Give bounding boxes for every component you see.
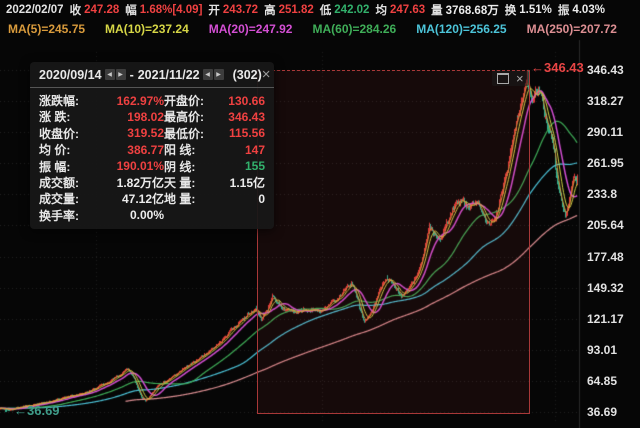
quote-open: 开 243.72: [208, 4, 259, 17]
ma-legend-bar: MA(5)=245.75 MA(10)=237.24 MA(20)=247.92…: [8, 22, 617, 36]
close-selection-icon[interactable]: ×: [516, 70, 524, 86]
y-axis-label: 177.48: [587, 249, 624, 264]
quote-change: 幅 1.68%[4.09]: [125, 4, 203, 17]
quote-amplitude: 振 4.03%: [557, 4, 605, 17]
start-date-stepper: ◀ ▶: [104, 69, 126, 80]
stats-row: 收盘价: 319.52 最低价: 115.56: [39, 126, 265, 141]
ma10-legend: MA(10)=237.24: [105, 22, 189, 36]
stats-row: 成交额: 1.82万亿 天 量: 1.15亿: [39, 175, 265, 190]
ma250-legend: MA(250)=207.72: [526, 22, 617, 36]
stats-row: 成交量: 47.12亿 地 量: 0: [39, 191, 265, 207]
end-date-stepper: ◀ ▶: [202, 69, 224, 80]
quote-avg: 均 247.63: [375, 4, 426, 17]
peak-price-annotation: ←346.43: [531, 60, 584, 75]
range-start-date: 2020/09/14: [39, 67, 102, 82]
y-axis-label: 290.11: [587, 125, 624, 140]
y-axis-label: 318.27: [587, 94, 624, 109]
restore-window-icon[interactable]: [497, 73, 509, 84]
start-date-next-button[interactable]: ▶: [115, 69, 126, 80]
stats-row: 振 幅: 190.01% 阴 线: 155: [39, 159, 265, 174]
y-axis-label: 261.95: [587, 156, 624, 171]
ma60-legend: MA(60)=284.26: [312, 22, 397, 36]
ma5-legend: MA(5)=245.75: [8, 22, 86, 36]
quote-turnover: 换 1.51%: [504, 4, 552, 17]
range-stats-rows: 涨跌幅: 162.97% 开盘价: 130.66 涨 跌: 198.02 最高价: 34…: [30, 88, 274, 229]
stats-row: 换手率: 0.00%: [39, 208, 164, 223]
y-axis-label: 233.8: [587, 187, 618, 202]
y-axis-label: 36.69: [587, 405, 618, 419]
selection-toolbar: ×: [492, 71, 529, 86]
y-axis-label: 346.43: [587, 63, 624, 77]
stats-row: 涨 跌: 198.02 最高价: 346.43: [39, 109, 265, 125]
y-axis-label: 93.01: [587, 342, 618, 357]
y-axis-label: 205.64: [587, 218, 624, 233]
selection-rectangle[interactable]: [257, 70, 530, 414]
ma120-legend: MA(120)=256.25: [416, 22, 507, 36]
quote-info-bar: 2022/02/07 收 247.28 幅 1.68%[4.09] 开 243.72 …: [6, 2, 640, 18]
range-stats-panel: 2020/09/14 ◀ ▶ - 2021/11/22 ◀ ▶ (302) × …: [30, 62, 274, 230]
quote-close: 收 247.28: [69, 4, 120, 17]
quote-date: 2022/02/07: [6, 4, 64, 16]
range-stats-header: 2020/09/14 ◀ ▶ - 2021/11/22 ◀ ▶ (302) ×: [30, 62, 274, 87]
date-range-separator: -: [129, 67, 134, 82]
panel-divider: [30, 87, 274, 88]
bar-count-badge: (302): [232, 67, 262, 82]
quote-volume: 量 3768.68万: [431, 5, 499, 17]
stats-row: 涨跌幅: 162.97% 开盘价: 130.66: [39, 93, 265, 109]
y-axis-label: 64.85: [587, 373, 618, 388]
quote-low: 低 242.02: [319, 4, 370, 17]
stats-row: 均 价: 386.77 阳 线: 147: [39, 142, 265, 158]
end-date-next-button[interactable]: ▶: [213, 69, 224, 80]
end-date-prev-button[interactable]: ◀: [202, 69, 213, 80]
low-price-annotation: ←36.69: [14, 403, 60, 418]
start-date-prev-button[interactable]: ◀: [104, 69, 115, 80]
ma20-legend: MA(20)=247.92: [208, 22, 293, 36]
quote-high: 高 251.82: [264, 4, 314, 17]
y-axis-label: 149.32: [587, 280, 624, 295]
close-panel-button[interactable]: ×: [261, 66, 271, 83]
y-axis-label: 121.17: [587, 311, 624, 326]
range-end-date: 2021/11/22: [137, 67, 200, 82]
